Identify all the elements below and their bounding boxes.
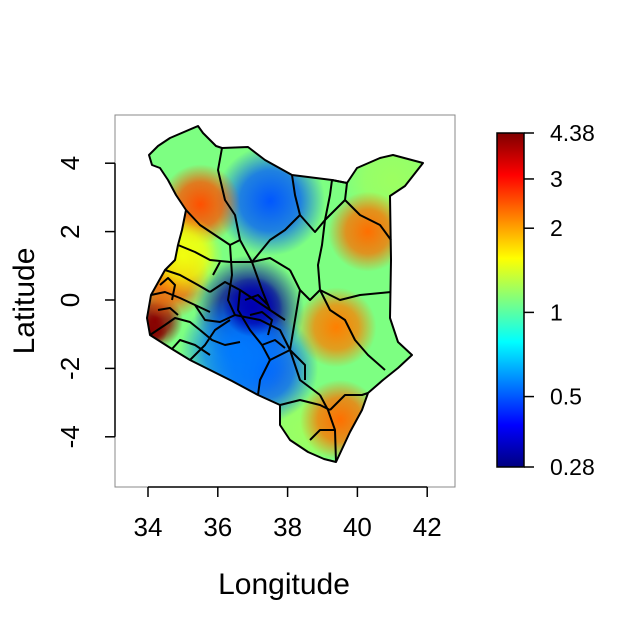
x-axis: 34 36 38 40 42: [134, 486, 442, 542]
y-tick-label: 4: [55, 156, 85, 170]
y-axis: -4 -2 0 2 4: [55, 156, 116, 448]
county-boundary: [164, 269, 211, 293]
colorbar-tick-label: 1: [550, 299, 563, 325]
county-boundary: [257, 349, 291, 396]
y-tick-label: -2: [55, 357, 85, 380]
county-boundary: [251, 214, 301, 263]
colorbar-tick-label: 0.28: [550, 454, 595, 480]
county-boundary: [319, 394, 337, 463]
county-boundary: [171, 339, 211, 356]
county-boundary: [194, 304, 236, 323]
county-boundary: [289, 349, 306, 380]
county-boundary: [329, 392, 369, 411]
county-boundary: [251, 261, 286, 321]
county-boundary: [249, 311, 273, 336]
x-tick-label: 40: [343, 512, 372, 542]
colorbar-gradient: [496, 132, 525, 468]
y-tick-label: 2: [55, 224, 85, 238]
hotspot: [296, 287, 377, 368]
county-boundary: [309, 429, 335, 441]
colorbar-tick-label: 4.38: [550, 120, 595, 146]
county-boundary: [177, 244, 291, 271]
county-boundary: [261, 339, 286, 349]
county-boundaries: [146, 125, 424, 463]
y-tick-label: 0: [55, 293, 85, 307]
colorbar-ticks: 0.28 0.5 1 2 3 4.38: [524, 120, 595, 480]
county-boundary: [319, 289, 386, 371]
colorbar-tick-label: 2: [550, 215, 563, 241]
county-boundary: [212, 261, 221, 276]
y-axis-title: Latitude: [8, 248, 41, 355]
county-boundary: [291, 174, 333, 233]
county-boundary: [217, 147, 253, 263]
x-tick-label: 42: [413, 512, 442, 542]
county-boundary: [150, 291, 211, 313]
x-tick-label: 34: [134, 512, 163, 542]
county-boundary: [279, 399, 331, 411]
colorbar-tick-label: 3: [550, 166, 563, 192]
colorbar-tick-label: 0.5: [550, 384, 582, 410]
colorbar: 0.28 0.5 1 2 3 4.38: [496, 120, 595, 480]
hotspot-core: [147, 314, 168, 347]
county-boundary: [331, 179, 392, 241]
county-boundary: [237, 289, 271, 361]
county-boundary: [157, 307, 179, 316]
county-boundary: [199, 329, 241, 346]
county-boundary: [289, 269, 321, 301]
coldspot-core: [222, 276, 283, 337]
hotspot: [327, 191, 408, 272]
county-boundary: [159, 277, 176, 301]
county-boundary: [244, 294, 269, 306]
x-tick-label: 36: [203, 512, 232, 542]
y-tick-label: -4: [55, 425, 85, 448]
county-boundary: [185, 209, 241, 246]
county-boundary: [324, 199, 346, 221]
x-axis-title: Longitude: [218, 568, 350, 601]
hotspot: [299, 379, 380, 460]
x-tick-label: 38: [273, 512, 302, 542]
county-boundary: [149, 317, 201, 336]
country-outline: [146, 125, 424, 463]
